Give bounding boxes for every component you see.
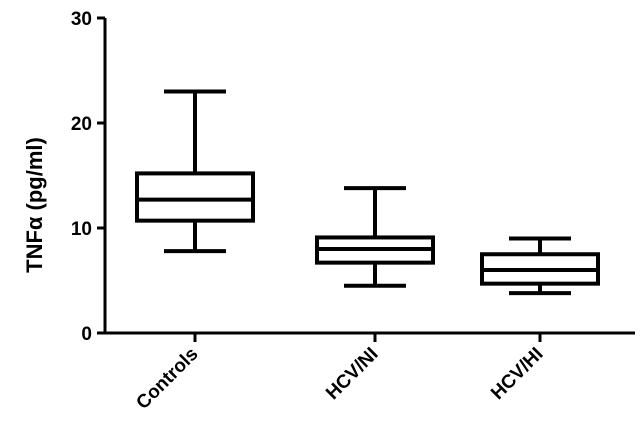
y-axis-title: TNFα (pg/ml): [22, 137, 47, 273]
box-controls: [135, 89, 255, 254]
box-hcv-hi: [480, 236, 600, 296]
x-tick-label: Controls: [132, 344, 202, 414]
y-tick-label: 10: [71, 219, 92, 240]
x-tick-label: HCV/NI: [322, 344, 382, 404]
iqr-box: [135, 171, 255, 223]
box-hcv-ni: [315, 186, 435, 288]
x-tick-label: HCV/HI: [487, 344, 547, 404]
y-tick-label: 30: [71, 9, 92, 30]
y-tick-label: 20: [71, 114, 92, 135]
y-tick-label: 0: [81, 324, 92, 345]
box-series: [135, 89, 600, 296]
